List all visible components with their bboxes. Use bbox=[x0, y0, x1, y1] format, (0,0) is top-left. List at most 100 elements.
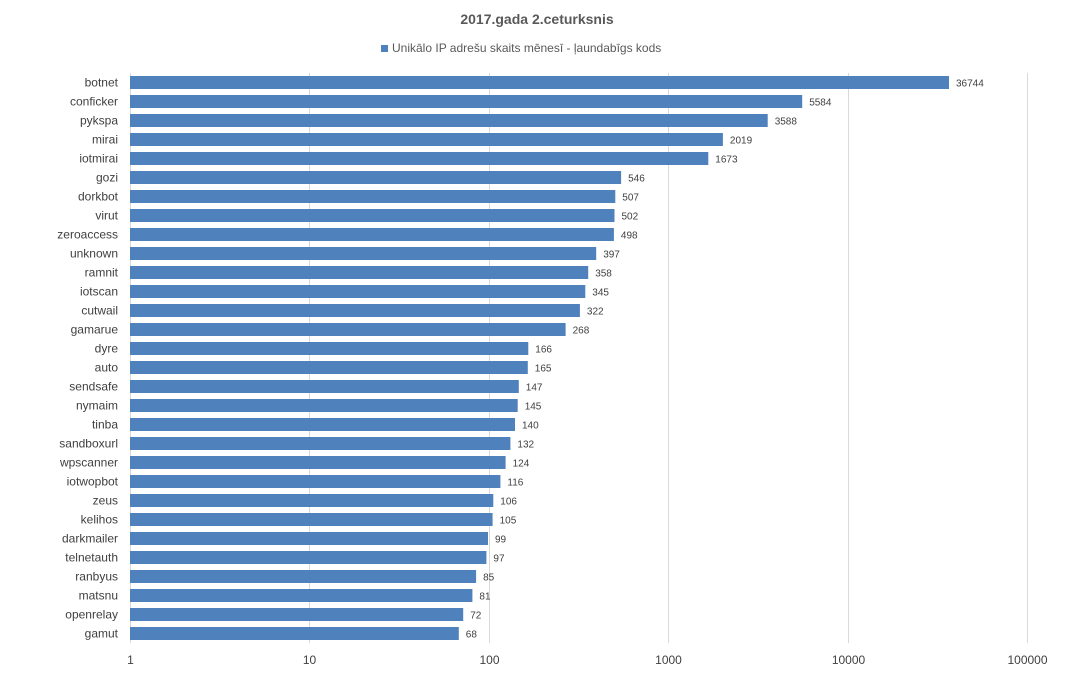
x-tick-label: 10000 bbox=[832, 653, 866, 667]
bar bbox=[130, 266, 589, 279]
data-label: 345 bbox=[592, 288, 609, 299]
category-label: zeroaccess bbox=[57, 228, 118, 242]
data-label: 5584 bbox=[809, 98, 832, 109]
category-label: conficker bbox=[70, 95, 118, 109]
data-label: 36744 bbox=[956, 79, 984, 90]
category-label: kelihos bbox=[81, 513, 118, 527]
bar bbox=[130, 418, 515, 431]
category-label: openrelay bbox=[65, 608, 118, 622]
data-label: 166 bbox=[535, 345, 552, 356]
data-label: 498 bbox=[621, 231, 638, 242]
data-label: 85 bbox=[483, 573, 495, 584]
bar bbox=[130, 380, 519, 393]
category-label: mirai bbox=[92, 133, 118, 147]
chart-title: 2017.gada 2.ceturksnis bbox=[460, 11, 614, 27]
x-tick-label: 1 bbox=[127, 653, 134, 667]
data-label: 68 bbox=[466, 630, 478, 641]
category-label: wpscanner bbox=[59, 456, 118, 470]
bar bbox=[130, 513, 493, 526]
bar bbox=[130, 437, 511, 450]
data-label: 99 bbox=[495, 535, 507, 546]
category-label: iotwopbot bbox=[67, 475, 119, 489]
category-label: virut bbox=[95, 209, 118, 223]
category-label: dorkbot bbox=[78, 190, 119, 204]
category-label: ramnit bbox=[85, 266, 119, 280]
bar bbox=[130, 608, 464, 621]
bar bbox=[130, 551, 487, 564]
category-label: darkmailer bbox=[62, 532, 118, 546]
category-label: telnetauth bbox=[65, 551, 118, 565]
bar bbox=[130, 133, 723, 146]
data-label: 546 bbox=[628, 174, 645, 185]
data-label: 165 bbox=[535, 364, 552, 375]
category-label: dyre bbox=[95, 342, 119, 356]
bar bbox=[130, 475, 501, 488]
category-label: gamut bbox=[85, 627, 119, 641]
x-tick-label: 1000 bbox=[655, 653, 682, 667]
data-label: 507 bbox=[622, 193, 639, 204]
data-label: 322 bbox=[587, 307, 604, 318]
bar bbox=[130, 209, 615, 222]
category-label: auto bbox=[95, 361, 119, 375]
bar bbox=[130, 76, 949, 89]
category-label: unknown bbox=[70, 247, 118, 261]
bar bbox=[130, 323, 566, 336]
data-label: 145 bbox=[525, 402, 542, 413]
bar bbox=[130, 589, 473, 602]
bar bbox=[130, 532, 488, 545]
x-tick-label: 100000 bbox=[1007, 653, 1047, 667]
data-label: 2019 bbox=[730, 136, 753, 147]
x-axis-tick-labels: 1 10 100 1000 10000 100000 bbox=[127, 653, 1048, 667]
legend-swatch bbox=[381, 45, 388, 52]
data-label: 116 bbox=[507, 478, 523, 489]
category-label: pykspa bbox=[80, 114, 118, 128]
bar bbox=[130, 285, 586, 298]
category-label: zeus bbox=[93, 494, 118, 508]
bar bbox=[130, 494, 494, 507]
category-label: iotscan bbox=[80, 285, 118, 299]
category-label: sandboxurl bbox=[59, 437, 118, 451]
x-tick-label: 10 bbox=[303, 653, 317, 667]
bar bbox=[130, 456, 506, 469]
data-label: 97 bbox=[493, 554, 505, 565]
data-label: 140 bbox=[522, 421, 539, 432]
data-label: 72 bbox=[470, 611, 482, 622]
bar bbox=[130, 228, 614, 241]
category-label: tinba bbox=[92, 418, 118, 432]
data-label: 502 bbox=[622, 212, 639, 223]
category-label: botnet bbox=[85, 76, 119, 90]
data-label: 268 bbox=[573, 326, 590, 337]
bar bbox=[130, 114, 768, 127]
data-label: 147 bbox=[526, 383, 543, 394]
data-label: 397 bbox=[603, 250, 620, 261]
data-label: 81 bbox=[479, 592, 491, 603]
category-label: sendsafe bbox=[69, 380, 118, 394]
data-label: 124 bbox=[513, 459, 530, 470]
legend-label: Unikālo IP adrešu skaits mēnesī - ļaunda… bbox=[392, 41, 661, 55]
category-label: matsnu bbox=[79, 589, 118, 603]
bar bbox=[130, 304, 580, 317]
category-label: gozi bbox=[96, 171, 118, 185]
category-label: gamarue bbox=[71, 323, 119, 337]
data-label: 358 bbox=[595, 269, 612, 280]
category-labels: botnet conficker pykspa mirai iotmirai gozi do… bbox=[57, 76, 118, 641]
legend: Unikālo IP adrešu skaits mēnesī - ļaunda… bbox=[381, 41, 661, 55]
bar bbox=[130, 152, 709, 165]
bar bbox=[130, 247, 597, 260]
bar bbox=[130, 190, 616, 203]
bar bbox=[130, 171, 622, 184]
data-label: 1673 bbox=[715, 155, 738, 166]
x-tick-label: 100 bbox=[479, 653, 499, 667]
data-label: 106 bbox=[500, 497, 517, 508]
bars bbox=[130, 76, 949, 640]
bar bbox=[130, 399, 518, 412]
category-label: nymaim bbox=[76, 399, 118, 413]
bar bbox=[130, 361, 528, 374]
gridlines bbox=[130, 73, 1028, 643]
category-label: cutwail bbox=[81, 304, 118, 318]
data-label: 3588 bbox=[775, 117, 798, 128]
category-label: ranbyus bbox=[75, 570, 118, 584]
bar bbox=[130, 95, 803, 108]
